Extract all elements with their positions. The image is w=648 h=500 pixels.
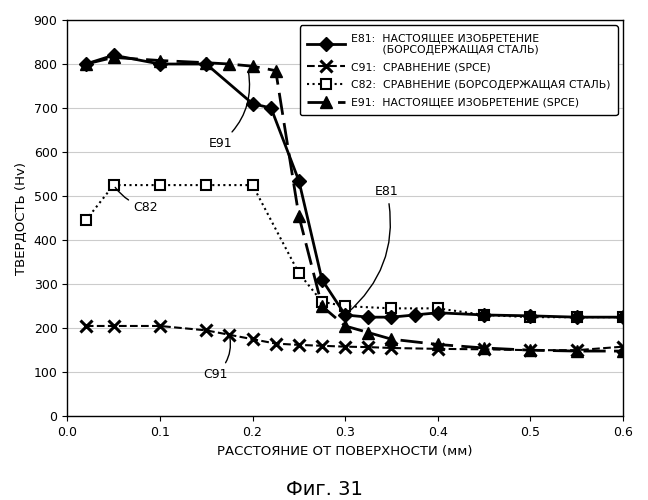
Text: E91: E91 [208, 71, 249, 150]
Text: C82: C82 [115, 188, 158, 214]
Y-axis label: ТВЕРДОСТЬ (Hv): ТВЕРДОСТЬ (Hv) [15, 162, 28, 274]
Text: C91: C91 [203, 338, 231, 381]
Text: Фиг. 31: Фиг. 31 [286, 480, 362, 499]
Legend: E81:  НАСТОЯЩЕЕ ИЗОБРЕТЕНИЕ
         (БОРСОДЕРЖАЩАЯ СТАЛЬ), C91:  СРАВНЕНИЕ (SPC: E81: НАСТОЯЩЕЕ ИЗОБРЕТЕНИЕ (БОРСОДЕРЖАЩА… [299, 26, 618, 115]
Text: E81: E81 [347, 185, 399, 313]
X-axis label: РАССТОЯНИЕ ОТ ПОВЕРХНОСТИ (мм): РАССТОЯНИЕ ОТ ПОВЕРХНОСТИ (мм) [218, 444, 473, 458]
